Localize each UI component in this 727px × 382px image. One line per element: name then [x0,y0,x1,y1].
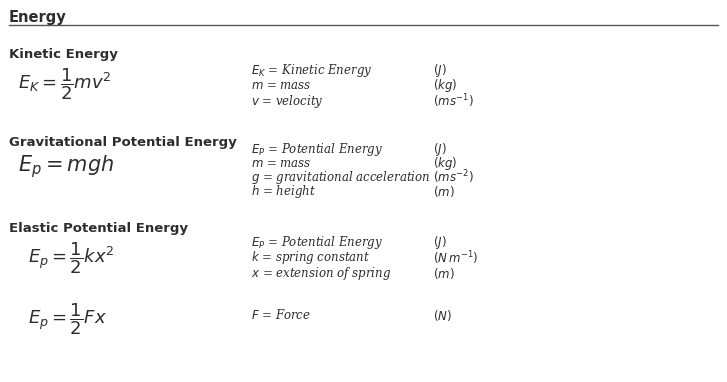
Text: $E_p = \dfrac{1}{2}kx^2$: $E_p = \dfrac{1}{2}kx^2$ [28,240,114,276]
Text: $m$ = mass: $m$ = mass [251,79,311,92]
Text: $E_P$ = Potential Energy: $E_P$ = Potential Energy [251,141,383,158]
Text: $(ms^{-2})$: $(ms^{-2})$ [433,169,473,186]
Text: $(kg)$: $(kg)$ [433,155,457,172]
Text: $(ms^{-1})$: $(ms^{-1})$ [433,92,473,110]
Text: $E_K = \dfrac{1}{2}mv^2$: $E_K = \dfrac{1}{2}mv^2$ [18,66,112,102]
Text: $F$ = Force: $F$ = Force [251,308,310,322]
Text: $E_K$ = Kinetic Energy: $E_K$ = Kinetic Energy [251,62,372,79]
Text: $h$ = height: $h$ = height [251,183,316,200]
Text: $g$ = gravitational acceleration: $g$ = gravitational acceleration [251,169,430,186]
Text: $(m)$: $(m)$ [433,184,454,199]
Text: $E_p = mgh$: $E_p = mgh$ [18,153,114,180]
Text: $E_P$ = Potential Energy: $E_P$ = Potential Energy [251,234,383,251]
Text: $(N)$: $(N)$ [433,308,451,323]
Text: $(N\,m^{-1})$: $(N\,m^{-1})$ [433,249,478,267]
Text: $(J)$: $(J)$ [433,234,446,251]
Text: $k$ = spring constant: $k$ = spring constant [251,249,370,266]
Text: Elastic Potential Energy: Elastic Potential Energy [9,222,188,235]
Text: $v$ = velocity: $v$ = velocity [251,93,324,110]
Text: $(J)$: $(J)$ [433,62,446,79]
Text: $(J)$: $(J)$ [433,141,446,158]
Text: $E_p = \dfrac{1}{2}Fx$: $E_p = \dfrac{1}{2}Fx$ [28,301,106,337]
Text: $m$ = mass: $m$ = mass [251,157,311,170]
Text: Gravitational Potential Energy: Gravitational Potential Energy [9,136,236,149]
Text: $(kg)$: $(kg)$ [433,78,457,94]
Text: $(m)$: $(m)$ [433,265,454,281]
Text: $x$ = extension of spring: $x$ = extension of spring [251,265,391,282]
Text: Energy: Energy [9,10,66,24]
Text: Kinetic Energy: Kinetic Energy [9,48,118,61]
